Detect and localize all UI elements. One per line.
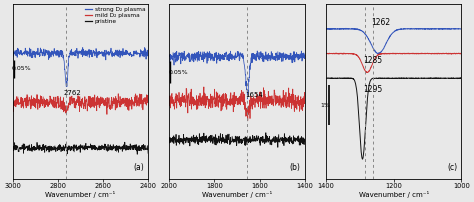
Legend: strong D₂ plasma, mild D₂ plasma, pristine: strong D₂ plasma, mild D₂ plasma, pristi…: [85, 7, 145, 24]
X-axis label: Wavenumber / cm⁻¹: Wavenumber / cm⁻¹: [358, 191, 429, 198]
Text: 1295: 1295: [363, 85, 383, 94]
Text: (b): (b): [290, 163, 301, 172]
Text: 1285: 1285: [363, 56, 383, 65]
Text: 2762: 2762: [64, 90, 82, 96]
X-axis label: Wavenumber / cm⁻¹: Wavenumber / cm⁻¹: [45, 191, 116, 198]
Text: 1262: 1262: [371, 18, 390, 27]
Text: 1%: 1%: [320, 103, 330, 108]
Text: (c): (c): [447, 163, 457, 172]
X-axis label: Wavenumber / cm⁻¹: Wavenumber / cm⁻¹: [202, 191, 272, 198]
Text: 0.05%: 0.05%: [169, 69, 189, 75]
Text: (a): (a): [133, 163, 144, 172]
Text: 0.05%: 0.05%: [12, 66, 32, 72]
Text: 1654: 1654: [245, 92, 263, 98]
